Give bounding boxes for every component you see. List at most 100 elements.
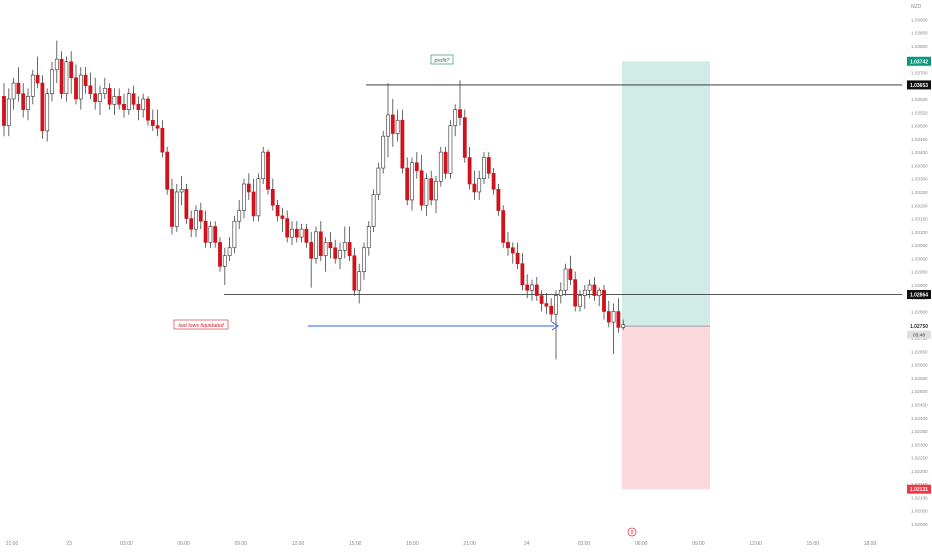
candle[interactable] [486,152,491,179]
candle[interactable] [323,237,328,272]
candle[interactable] [510,242,515,264]
candle[interactable] [549,298,554,323]
candle[interactable] [136,96,141,121]
candle[interactable] [98,85,102,115]
candle[interactable] [582,284,587,309]
candle[interactable] [342,226,347,259]
annotation-label[interactable]: last lows liquidated [173,319,229,330]
current-price-badge[interactable]: 1.02750 03:48 [907,321,931,339]
candle[interactable] [362,242,366,280]
candle[interactable] [414,152,419,179]
candle[interactable] [170,178,174,235]
candle[interactable] [165,146,170,195]
candle[interactable] [155,109,160,137]
candle[interactable] [453,104,458,137]
candle[interactable] [434,176,438,214]
candle[interactable] [285,210,290,243]
candle[interactable] [621,319,626,331]
candle[interactable] [371,189,376,232]
candle[interactable] [400,109,405,174]
candle[interactable] [318,221,323,262]
candle[interactable] [294,221,299,243]
candle[interactable] [482,152,486,184]
candle[interactable] [93,77,98,110]
candle[interactable] [150,109,155,131]
candle[interactable] [616,298,621,333]
candle[interactable] [395,109,400,142]
candle[interactable] [405,157,410,206]
candle[interactable] [146,96,150,126]
candle[interactable] [83,67,88,94]
candle[interactable] [198,202,203,230]
candle[interactable] [410,157,414,211]
candle[interactable] [141,93,146,118]
candle[interactable] [251,178,256,222]
candle[interactable] [386,83,390,158]
candle[interactable] [578,290,582,312]
candle[interactable] [237,199,242,230]
candle[interactable] [606,300,611,328]
candle[interactable] [6,88,11,137]
candle[interactable] [102,77,107,99]
candle[interactable] [126,88,131,115]
candle[interactable] [30,69,35,105]
candle[interactable] [21,83,26,118]
candle[interactable] [78,67,83,110]
candle[interactable] [299,223,304,243]
position-profit-zone[interactable] [622,61,710,327]
candle[interactable] [314,226,318,264]
candle[interactable] [59,51,64,99]
candle[interactable] [256,173,261,222]
candle[interactable] [520,253,525,291]
candle[interactable] [443,146,448,179]
candle[interactable] [381,130,386,174]
annotation-label[interactable]: profit? [430,54,454,65]
candle[interactable] [266,149,270,195]
candle[interactable] [280,207,285,232]
candle[interactable] [232,215,237,254]
candle[interactable] [131,85,136,110]
candle[interactable] [227,237,232,262]
candle[interactable] [491,168,496,195]
candle[interactable] [54,40,59,84]
candle[interactable] [45,88,50,142]
candle[interactable] [107,83,112,110]
candle[interactable] [213,221,218,248]
candle[interactable] [290,221,294,246]
candle[interactable] [515,242,520,269]
candle[interactable] [50,61,54,102]
candle[interactable] [40,75,45,139]
candle[interactable] [275,199,280,222]
candle[interactable] [203,210,208,248]
candle[interactable] [558,282,563,304]
candle[interactable] [309,231,314,288]
candle[interactable] [179,176,184,206]
candle[interactable] [246,173,251,200]
candle[interactable] [304,223,309,248]
line-price-badge[interactable]: 1.02864 [907,290,931,299]
candle[interactable] [424,173,429,216]
line-price-badge[interactable]: 1.03653 [907,80,931,90]
candle[interactable] [525,274,530,299]
candle[interactable] [222,247,227,285]
candle[interactable] [328,231,333,259]
candle[interactable] [352,247,357,296]
candle[interactable] [573,271,578,312]
candle[interactable] [122,93,126,118]
candle[interactable] [568,255,573,285]
candle[interactable] [467,146,472,190]
candle[interactable] [592,276,597,301]
candle[interactable] [218,237,222,272]
candle[interactable] [2,83,6,137]
candle[interactable] [338,242,342,269]
candle[interactable] [26,88,30,121]
candle[interactable] [539,290,544,312]
candle[interactable] [69,51,74,94]
candle[interactable] [429,170,434,206]
candle[interactable] [587,279,592,299]
candle[interactable] [611,303,616,354]
candle[interactable] [184,184,189,224]
candle[interactable] [366,221,371,256]
